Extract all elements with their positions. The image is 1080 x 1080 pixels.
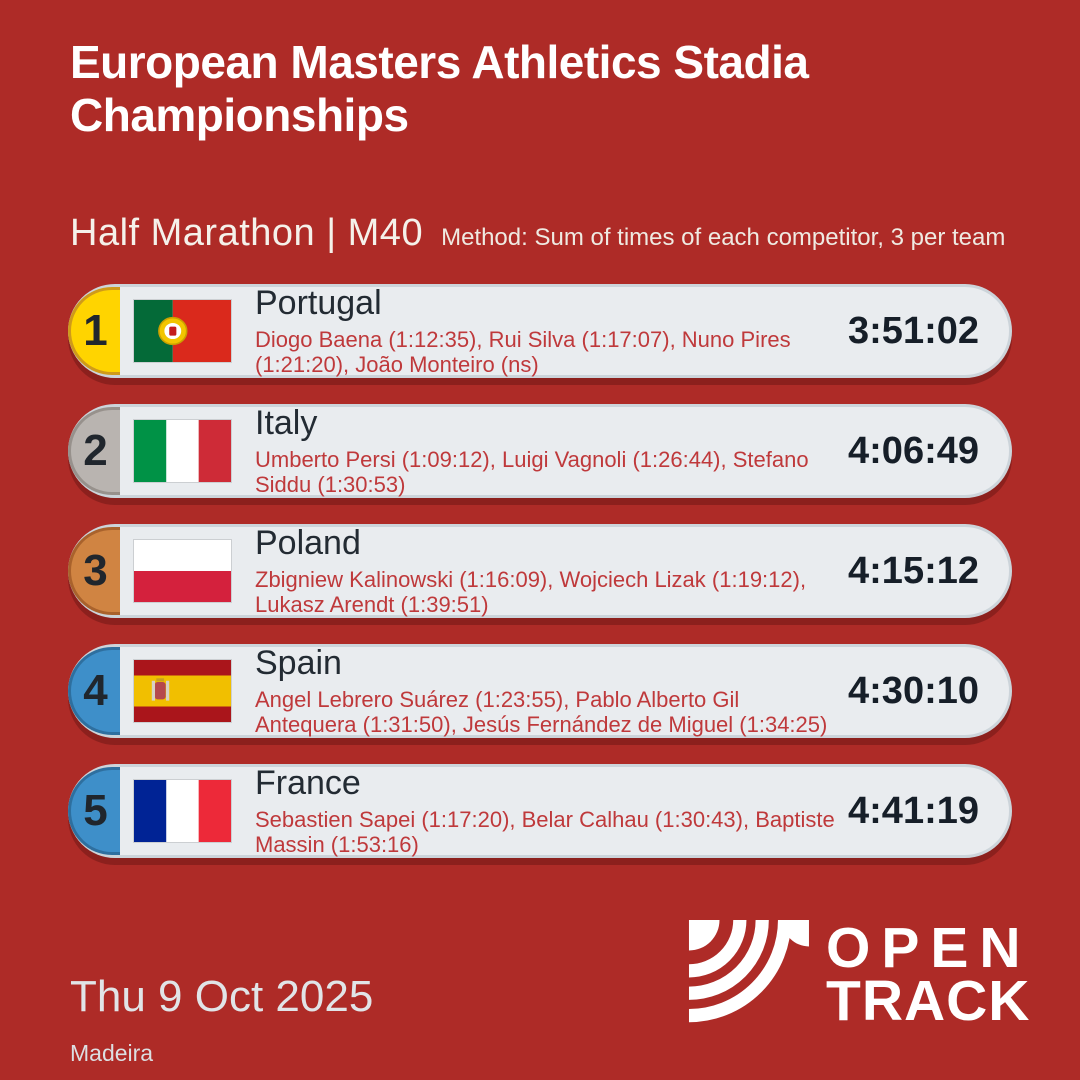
result-row: 1 Portugal Diogo Baena (1:12:35), Rui Si… <box>68 284 1012 378</box>
athletes-list: Diogo Baena (1:12:35), Rui Silva (1:17:0… <box>255 326 791 378</box>
event-venue: Madeira <box>70 1040 154 1066</box>
team-total-time: 4:30:10 <box>848 669 979 712</box>
rank-badge: 5 <box>68 767 120 855</box>
rank-number: 1 <box>83 306 108 355</box>
flag-it <box>134 420 231 482</box>
scoring-method: Method: Sum of times of each competitor,… <box>441 224 1006 251</box>
country-name: Italy <box>255 404 318 443</box>
result-row: 3 Poland Zbigniew Kalinowski (1:16:09), … <box>68 524 1012 618</box>
result-row: 5 France Sebastien Sapei (1:17:20), Bela… <box>68 764 1012 858</box>
country-name: France <box>255 764 361 803</box>
team-total-time: 4:15:12 <box>848 549 979 592</box>
flag-fr <box>134 780 231 842</box>
logo-word-open: OPEN <box>826 916 1032 980</box>
team-info: Italy Umberto Persi (1:09:12), Luigi Vag… <box>255 400 840 501</box>
event-header: Half Marathon | M40 Method: Sum of times… <box>70 212 1030 255</box>
team-total-time: 4:06:49 <box>848 429 979 472</box>
page-title: European Masters Athletics Stadia Champi… <box>70 36 809 142</box>
team-total-time: 4:41:19 <box>848 789 979 832</box>
athletes-list: Umberto Persi (1:09:12), Luigi Vagnoli (… <box>255 446 809 498</box>
flag-es <box>134 660 231 722</box>
rank-badge: 4 <box>68 647 120 735</box>
rank-number: 3 <box>83 546 108 595</box>
athletes-list: Angel Lebrero Suárez (1:23:55), Pablo Al… <box>255 686 828 738</box>
event-name: Half Marathon | M40 <box>70 212 424 254</box>
rank-number: 5 <box>83 786 108 835</box>
athletes-list: Sebastien Sapei (1:17:20), Belar Calhau … <box>255 806 835 858</box>
result-row: 2 Italy Umberto Persi (1:09:12), Luigi V… <box>68 404 1012 498</box>
country-name: Spain <box>255 644 342 683</box>
opentrack-logo: OPEN TRACK <box>688 920 1032 1040</box>
event-date: Thu 9 Oct 2025 <box>70 972 374 1021</box>
team-info: Poland Zbigniew Kalinowski (1:16:09), Wo… <box>255 520 840 621</box>
team-total-time: 3:51:02 <box>848 309 979 352</box>
result-row: 4 Spain Angel Lebrero Suárez (1:23:55), … <box>68 644 1012 738</box>
rank-badge: 1 <box>68 287 120 375</box>
rank-number: 2 <box>83 426 108 475</box>
results-list: 1 Portugal Diogo Baena (1:12:35), Rui Si… <box>68 284 1012 884</box>
team-info: Portugal Diogo Baena (1:12:35), Rui Silv… <box>255 280 840 381</box>
opentrack-wordmark: OPEN TRACK <box>826 916 1032 1033</box>
team-info: Spain Angel Lebrero Suárez (1:23:55), Pa… <box>255 640 840 741</box>
logo-word-track: TRACK <box>826 969 1031 1033</box>
flag-pt <box>134 300 231 362</box>
athletes-list: Zbigniew Kalinowski (1:16:09), Wojciech … <box>255 566 807 618</box>
opentrack-track-bend-icon <box>688 920 812 1040</box>
rank-badge: 3 <box>68 527 120 615</box>
flag-pl <box>134 540 231 602</box>
country-name: Portugal <box>255 284 382 323</box>
team-info: France Sebastien Sapei (1:17:20), Belar … <box>255 760 840 861</box>
rank-badge: 2 <box>68 407 120 495</box>
country-name: Poland <box>255 524 361 563</box>
rank-number: 4 <box>83 666 108 715</box>
